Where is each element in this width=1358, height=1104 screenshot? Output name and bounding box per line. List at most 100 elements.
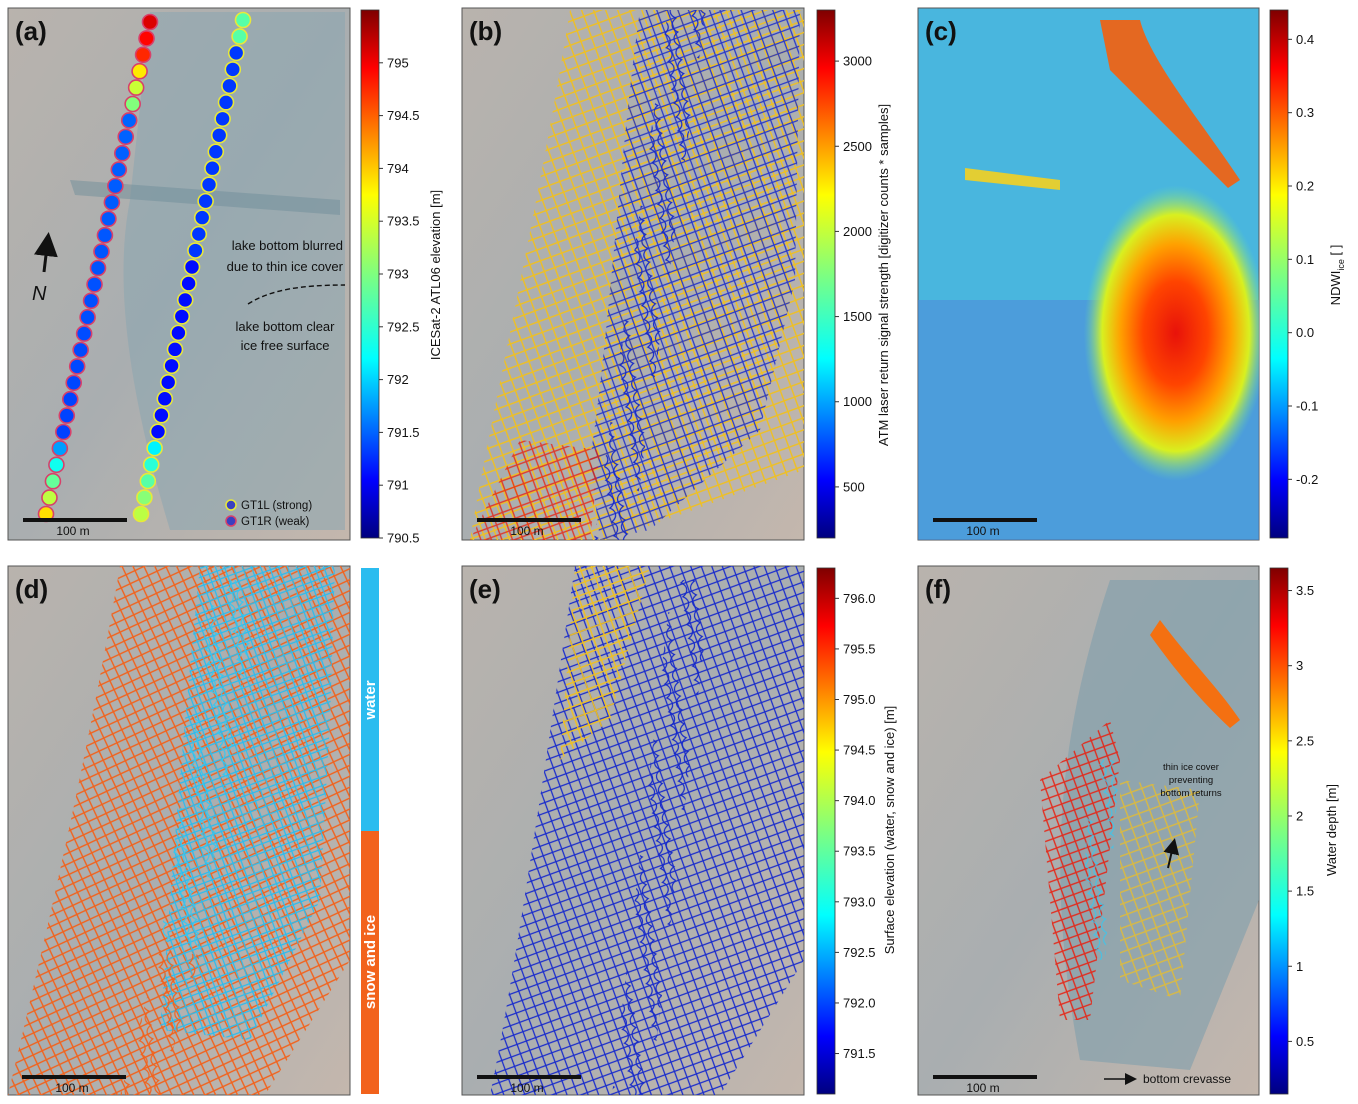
colorbar-e-ticks: 796.0 795.5 795.0 794.5 794.0 793.5 793.0 792.5… <box>835 591 876 1061</box>
track-point <box>207 143 225 161</box>
track-point <box>79 308 96 326</box>
panel-b: 100 m (b) 3000 2500 2000 1500 1000 500 ATM la… <box>461 7 891 541</box>
panel-a-label: (a) <box>15 16 47 46</box>
colorbar-tick-label: 3000 <box>843 54 872 69</box>
colorbar-b-title: ATM laser return signal strength [digiti… <box>876 104 891 446</box>
track-point <box>204 159 221 177</box>
track-point <box>113 144 131 162</box>
colorbar-tick-label: 791.5 <box>843 1046 876 1061</box>
track-point <box>231 28 248 45</box>
colorbar-tick-label: 792.5 <box>387 319 420 334</box>
north-label: N <box>32 283 47 305</box>
annotation-clear-2: ice free surface <box>241 338 330 353</box>
annotation-clear-1: lake bottom clear <box>236 319 336 334</box>
scale-bar-label: 100 m <box>510 524 543 538</box>
ndwi-channel-west <box>965 168 1060 190</box>
colorbar-tick-label: 790.5 <box>387 531 420 546</box>
track-point <box>89 259 107 277</box>
track-point <box>138 30 155 47</box>
track-point <box>153 406 170 424</box>
track-point <box>103 194 121 211</box>
track-point <box>183 258 201 276</box>
track-point <box>146 439 163 457</box>
track-point <box>117 128 135 146</box>
track-point <box>234 11 252 29</box>
track-point <box>210 126 228 144</box>
legend-gt1r-marker <box>225 515 237 527</box>
track-point <box>55 423 72 441</box>
colorbar-a-title: ICESat-2 ATL06 elevation [m] <box>428 190 443 360</box>
colorbar-tick-label: 792.0 <box>843 995 876 1010</box>
colorbar-tick-label: 0.1 <box>1296 252 1314 267</box>
colorbar-f <box>1269 567 1289 1095</box>
track-point <box>75 325 93 342</box>
colorbar-tick-label: 795 <box>387 55 409 70</box>
panel-a: N lake bottom blurred due to thin ice co… <box>7 7 443 546</box>
legend-gt1r-label: GT1R (weak) <box>241 516 310 528</box>
track-point <box>142 456 160 473</box>
colorbar-tick-label: 0.5 <box>1296 1034 1314 1049</box>
colorbar-a <box>360 9 380 539</box>
panel-d-label: (d) <box>15 574 48 604</box>
colorbar-tick-label: 1500 <box>843 309 872 324</box>
panel-e: 100 m (e) 796.0 795.5 795.0 794.5 794.0 793.5… <box>461 565 897 1096</box>
panel-c-label: (c) <box>925 16 957 46</box>
colorbar-tick-label: 1000 <box>843 394 872 409</box>
track-point <box>96 226 114 244</box>
panel-d: 100 m (d) water snow and ice <box>7 565 379 1096</box>
atm-nadir-rings <box>594 10 706 540</box>
track-point <box>200 176 218 193</box>
water-nadir-rings <box>160 580 260 950</box>
track-point <box>72 341 89 359</box>
track-gt1l <box>132 11 252 523</box>
lake-boundary-line <box>247 284 346 305</box>
track-point <box>197 192 214 210</box>
annotation-crevasse: bottom crevasse <box>1143 1072 1231 1086</box>
colorbar-tick-label: 791.5 <box>387 425 420 440</box>
colorbar-tick-label: 793.0 <box>843 894 876 909</box>
colorbar-b-ticks: 3000 2500 2000 1500 1000 500 <box>835 54 872 494</box>
track-point <box>149 423 167 440</box>
scale-bar-label: 100 m <box>966 1081 999 1095</box>
colorbar-b <box>816 9 836 539</box>
track-point <box>136 489 153 506</box>
colorbar-tick-label: 793.5 <box>387 214 420 229</box>
track-point <box>190 225 208 243</box>
track-point <box>58 407 76 424</box>
track-point <box>139 472 157 490</box>
scale-bar <box>23 518 127 522</box>
colorbar-tick-label: 0.0 <box>1296 325 1314 340</box>
ndwi-lake <box>1040 150 1259 502</box>
track-point <box>170 324 187 342</box>
colorbar-tick-label: -0.2 <box>1296 472 1318 487</box>
annotation-thin-3: bottom returns <box>1160 788 1221 799</box>
legend-gt1l-marker <box>225 499 237 511</box>
track-point <box>65 374 83 392</box>
colorbar-tick-label: 0.3 <box>1296 105 1314 120</box>
track-point <box>180 275 197 292</box>
legend-gt1l-label: GT1L (strong) <box>241 500 312 512</box>
colorbar-tick-label: 3.5 <box>1296 583 1314 598</box>
lake-region <box>123 12 345 530</box>
colorbar-tick-label: 2500 <box>843 139 872 154</box>
track-point <box>131 62 148 80</box>
class-water-label: water <box>362 680 379 720</box>
scale-bar <box>22 1075 126 1079</box>
scale-bar-label: 100 m <box>56 524 89 538</box>
scale-bar-label: 100 m <box>55 1081 88 1095</box>
colorbar-tick-label: 794 <box>387 161 409 176</box>
track-point <box>120 112 138 129</box>
colorbar-tick-label: 1 <box>1296 959 1303 974</box>
track-point <box>217 94 235 111</box>
panel-f: thin ice cover preventing bottom returns… <box>917 565 1339 1096</box>
track-point <box>48 456 65 474</box>
thin-ice-arrow-icon <box>1163 838 1180 869</box>
track-point <box>68 358 86 375</box>
colorbar-c <box>1269 9 1289 539</box>
surface-nadir-rings <box>612 580 712 1095</box>
scale-bar <box>477 518 581 522</box>
track-point <box>107 177 124 195</box>
scale-bar-label: 100 m <box>510 1081 543 1095</box>
scale-bar <box>933 518 1037 522</box>
